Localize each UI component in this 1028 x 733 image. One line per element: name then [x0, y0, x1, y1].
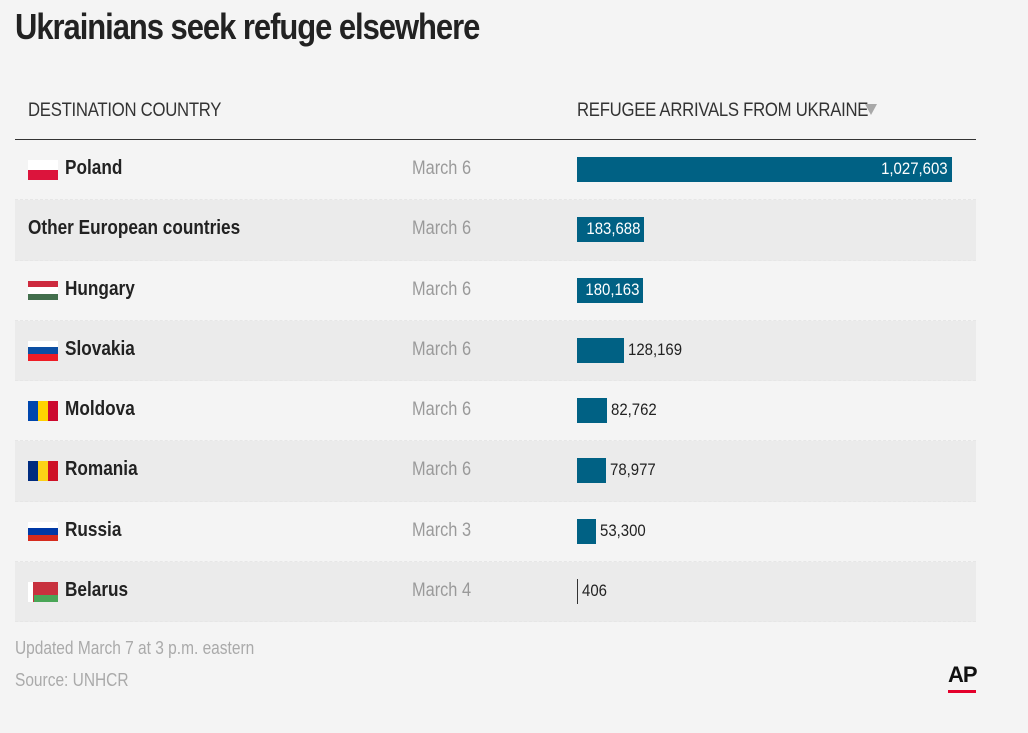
- report-date: March 6: [412, 278, 472, 300]
- table-row: Poland March 6 1,027,603: [15, 140, 976, 201]
- bar: [577, 217, 644, 243]
- updated-note: Updated March 7 at 3 p.m. eastern: [15, 638, 255, 658]
- table-row: Romania March 6 78,977: [15, 441, 976, 502]
- ap-logo-text: AP: [948, 662, 978, 687]
- country-name: Moldova: [65, 398, 135, 420]
- bar: [577, 578, 578, 604]
- value-label: 53,300: [600, 520, 646, 540]
- bar: [577, 337, 624, 363]
- ap-logo: AP: [948, 662, 978, 693]
- data-table: Poland March 6 1,027,603 Other European cou…: [15, 140, 976, 622]
- report-date: March 6: [412, 218, 472, 240]
- country-name: Hungary: [65, 277, 135, 300]
- country-name: Slovakia: [65, 337, 135, 360]
- column-header-arrivals[interactable]: REFUGEE ARRIVALS FROM UKRAINE: [577, 100, 869, 121]
- bar: [577, 398, 607, 423]
- moldova-flag-icon: [28, 401, 58, 421]
- bar: [577, 518, 596, 544]
- table-row: Belarus March 4 406: [15, 561, 976, 622]
- table-row: Moldova March 6 82,762: [15, 381, 976, 442]
- country-name: Poland: [65, 157, 123, 179]
- report-date: March 6: [412, 399, 472, 420]
- source-note: Source: UNHCR: [15, 670, 129, 690]
- russia-flag-icon: [28, 521, 58, 542]
- table-row: Russia March 3 53,300: [15, 502, 976, 562]
- header-divider: [15, 139, 976, 140]
- value-label: 78,977: [610, 460, 656, 480]
- chart-title: Ukrainians seek refuge elsewhere: [15, 6, 480, 47]
- value-label: 82,762: [611, 400, 657, 419]
- table-row: Slovakia March 6 128,169: [15, 320, 976, 381]
- report-date: March 6: [412, 338, 472, 360]
- column-header-country[interactable]: DESTINATION COUNTRY: [28, 100, 222, 121]
- country-name: Russia: [65, 518, 122, 541]
- hungary-flag-icon: [28, 280, 58, 301]
- bar: [577, 157, 952, 182]
- report-date: March 4: [412, 579, 472, 601]
- value-label: 1,027,603: [881, 159, 948, 178]
- country-name: Other European countries: [28, 217, 241, 240]
- country-name: Romania: [65, 458, 138, 481]
- country-name: Belarus: [65, 578, 129, 601]
- report-date: March 6: [412, 459, 472, 481]
- romania-flag-icon: [28, 461, 58, 482]
- value-label: 180,163: [584, 279, 639, 299]
- ap-logo-underline: [948, 690, 976, 693]
- value-label: 183,688: [585, 219, 640, 239]
- poland-flag-icon: [28, 160, 58, 180]
- report-date: March 6: [412, 158, 472, 179]
- sort-descending-arrow-icon[interactable]: [865, 104, 877, 115]
- bar: [577, 458, 606, 484]
- table-row: Hungary March 6 180,163: [15, 261, 976, 321]
- slovakia-flag-icon: [28, 340, 58, 361]
- bar: [577, 277, 643, 303]
- value-label: 406: [582, 580, 607, 600]
- table-row: Other European countries March 6 183,688: [15, 200, 976, 261]
- report-date: March 3: [412, 519, 472, 541]
- value-label: 128,169: [628, 339, 683, 359]
- belarus-flag-icon: [28, 581, 58, 602]
